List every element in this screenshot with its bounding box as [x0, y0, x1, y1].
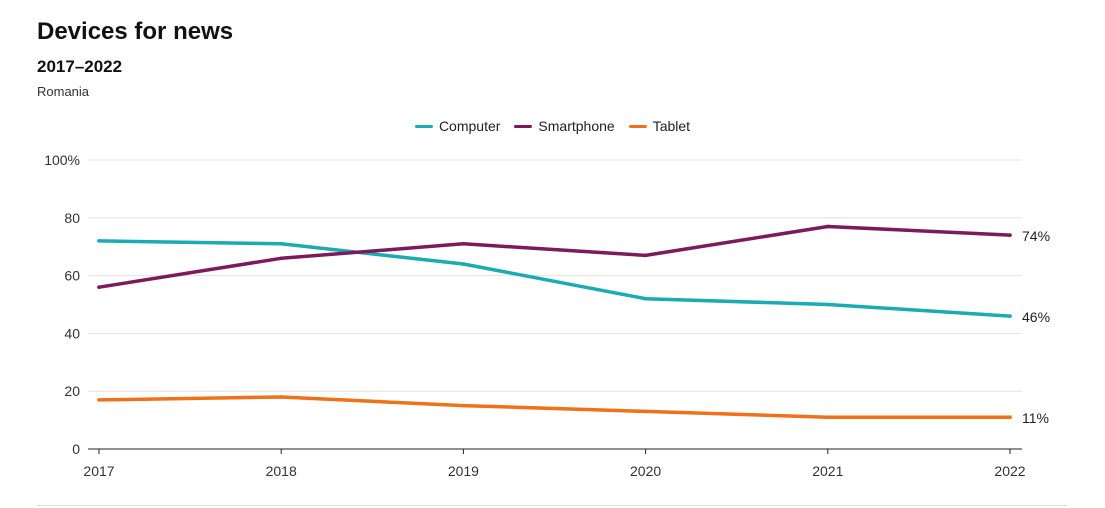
data-point-smartphone [461, 242, 466, 246]
y-tick-label: 80 [64, 210, 80, 226]
legend-item-smartphone[interactable]: Smartphone [514, 118, 615, 134]
data-point-tablet [279, 395, 284, 399]
data-point-computer [826, 302, 830, 307]
y-tick-label: 100% [44, 152, 80, 168]
data-point-smartphone [1008, 233, 1012, 237]
y-tick-label: 20 [64, 383, 80, 399]
data-point-smartphone [97, 285, 101, 289]
series-line-computer [97, 239, 1012, 318]
chart-subtitle: 2017–2022 [37, 57, 123, 76]
x-tick-label: 2022 [994, 463, 1025, 479]
x-tick-label: 2017 [83, 463, 114, 479]
data-point-computer [97, 239, 101, 243]
y-tick-label: 40 [64, 325, 80, 341]
data-point-smartphone [643, 253, 648, 258]
data-point-tablet [461, 403, 466, 408]
bottom-divider [37, 505, 1067, 506]
end-label-smartphone: 74% [1022, 228, 1050, 244]
data-point-tablet [826, 415, 830, 420]
data-point-smartphone [279, 256, 284, 261]
legend-label-tablet: Tablet [652, 118, 691, 134]
legend-swatch-tablet [628, 124, 647, 128]
region-label: Romania [37, 84, 90, 99]
data-point-computer [279, 242, 284, 246]
data-point-tablet [643, 409, 648, 414]
legend-swatch-smartphone [514, 124, 533, 128]
chart-title: Devices for news [37, 18, 234, 45]
y-tick-label: 60 [64, 268, 80, 284]
series-line-tablet [97, 395, 1012, 419]
data-point-computer [461, 262, 466, 266]
legend-label-computer: Computer [438, 118, 501, 134]
x-tick-label: 2021 [812, 463, 843, 479]
data-point-computer [643, 296, 648, 301]
legend-label-smartphone: Smartphone [538, 118, 615, 134]
legend-swatch-computer [414, 124, 433, 128]
y-tick-label: 0 [72, 441, 80, 457]
legend: Computer Smartphone Tablet [0, 118, 1105, 134]
legend-item-computer[interactable]: Computer [414, 118, 501, 134]
series-line-smartphone [97, 224, 1012, 289]
data-point-tablet [1008, 415, 1012, 420]
x-tick-label: 2019 [448, 463, 479, 479]
data-point-computer [1008, 314, 1012, 318]
x-tick-label: 2018 [266, 463, 297, 479]
end-label-computer: 46% [1022, 309, 1050, 325]
x-tick-label: 2020 [630, 463, 661, 479]
legend-item-tablet[interactable]: Tablet [628, 118, 691, 134]
data-point-smartphone [826, 224, 830, 229]
end-label-tablet: 11% [1022, 410, 1049, 426]
data-point-tablet [97, 398, 101, 402]
